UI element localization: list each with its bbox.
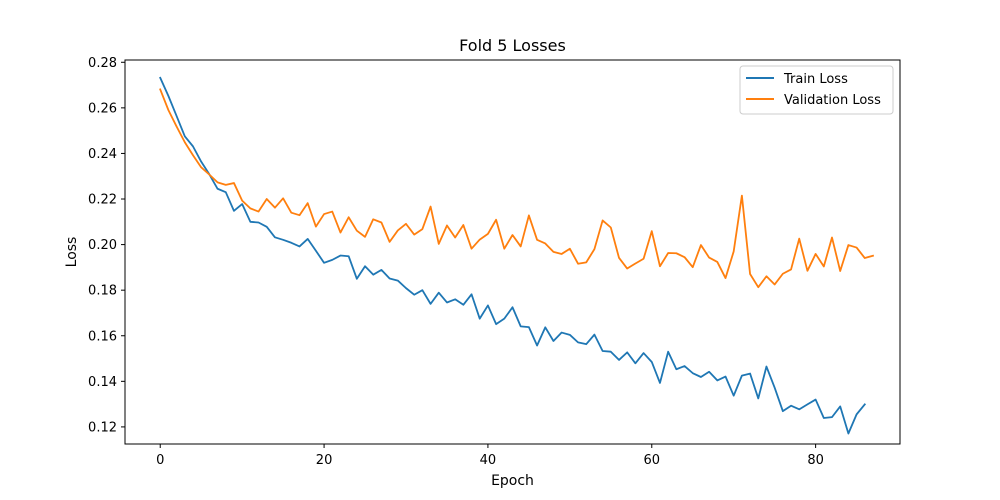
- y-tick-label: 0.22: [88, 193, 117, 208]
- y-tick-label: 0.24: [88, 147, 117, 162]
- x-tick-label: 80: [807, 453, 824, 468]
- x-tick-label: 60: [643, 453, 660, 468]
- y-tick-label: 0.12: [88, 420, 117, 435]
- y-tick-label: 0.16: [88, 329, 117, 344]
- series-layer: [159, 76, 875, 435]
- legend-label-train: Train Loss: [783, 72, 848, 87]
- x-tick-label: 40: [480, 453, 497, 468]
- y-axis-label: Loss: [64, 237, 80, 268]
- y-tick-label: 0.20: [88, 238, 117, 253]
- x-axis-label: Epoch: [491, 473, 534, 489]
- chart-title: Fold 5 Losses: [459, 36, 566, 55]
- ticks-layer: 0 20 40 60 80 0.12 0.14 0.16 0.18 0.20 0.22 0.24 0.2…: [88, 56, 824, 468]
- legend-box: [739, 65, 894, 115]
- legend: Train Loss Validation Loss: [739, 65, 894, 115]
- axes-frame: [124, 59, 901, 445]
- series-line-validation-loss: [159, 88, 875, 289]
- y-tick-label: 0.14: [88, 375, 117, 390]
- axes-background: [125, 60, 900, 444]
- y-tick-label: 0.18: [88, 284, 117, 299]
- y-tick-label: 0.28: [88, 56, 117, 71]
- x-tick-label: 20: [316, 453, 333, 468]
- x-tick-label: 0: [156, 453, 164, 468]
- legend-label-validation: Validation Loss: [784, 93, 881, 108]
- y-tick-label: 0.26: [88, 101, 117, 116]
- series-line-train-loss: [159, 76, 867, 435]
- plot-area: 0 20 40 60 80 0.12 0.14 0.16 0.18 0.20 0.22 0.24 0.2…: [88, 56, 901, 468]
